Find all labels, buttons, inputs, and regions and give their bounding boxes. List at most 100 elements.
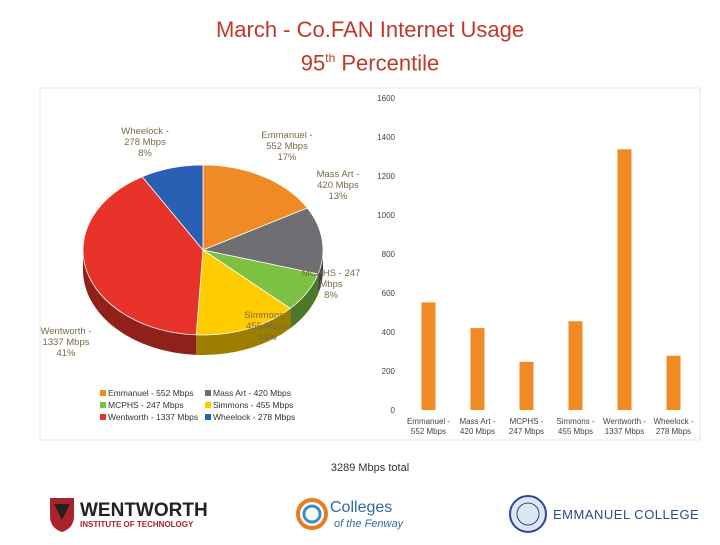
wentworth-logo-name: WENTWORTH (80, 500, 208, 521)
y-tick-label: 1200 (377, 172, 395, 181)
page-title: March - Co.FAN Internet Usage 95th Perce… (0, 16, 720, 77)
bar (421, 302, 436, 410)
x-tick-label-line: 278 Mbps (656, 427, 691, 436)
pie-label-line: 420 Mbps (317, 180, 359, 191)
emmanuel-logo: EMMANUEL COLLEGE (509, 495, 699, 533)
wentworth-logo: WENTWORTH INSTITUTE OF TECHNOLOGY (50, 498, 208, 532)
x-tick-label-line: Mass Art - (459, 417, 495, 426)
y-tick-label: 400 (382, 328, 396, 337)
emmanuel-seal-icon (509, 495, 547, 533)
legend-entry-mass: Mass Art - 420 Mbps (213, 388, 291, 398)
pie-label-mass: Mass Art -420 Mbps 13% (317, 169, 360, 202)
bar-chart: 0 200 400 600 800 1000 1200 1400 1600 Emmanuel -5… (377, 94, 694, 436)
x-tick-label-line: Emmanuel - (407, 417, 450, 426)
y-tick-label: 600 (382, 289, 396, 298)
pie-label-line: 14% (257, 332, 277, 343)
x-tick-label: MCPHS -247 Mbps (509, 417, 544, 436)
bar (519, 361, 534, 410)
y-tick-label: 1400 (377, 133, 395, 142)
emmanuel-logo-name: EMMANUEL COLLEGE (553, 507, 699, 522)
x-tick-label-line: 552 Mbps (411, 427, 446, 436)
fenway-logo-line2: of the Fenway (334, 518, 405, 530)
pie-label-line: Mass Art - (317, 169, 360, 180)
legend-entry-wentworth: Wentworth - 1337 Mbps (108, 412, 198, 422)
chart-frame (39, 87, 701, 441)
legend-entry-mcphs: MCPHS - 247 Mbps (108, 400, 184, 410)
legend-swatch-wheelock (205, 414, 211, 420)
title-line-2: 95th Percentile (0, 44, 720, 77)
y-tick-label: 1600 (377, 94, 395, 103)
x-tick-label: Emmanuel -552 Mbps (407, 417, 450, 436)
legend-swatch-wentworth (100, 414, 106, 420)
legend-entry-emmanuel: Emmanuel - 552 Mbps (108, 388, 194, 398)
x-tick-label: Wheelock -278 Mbps (653, 417, 693, 436)
pie-label-line: 13% (328, 191, 348, 202)
x-tick-label-line: Wheelock - (653, 417, 693, 426)
pie-label-line: Simmons - (244, 310, 289, 321)
pie-slice-wentworth (82, 176, 204, 336)
colleges-fenway-logo: Colleges of the Fenway (296, 498, 405, 530)
pie-chart (82, 164, 324, 355)
pie-label-line: 41% (56, 348, 76, 359)
pie-slice-emmanuel (202, 164, 309, 251)
logo-row: WENTWORTH INSTITUTE OF TECHNOLOGY Colleg… (0, 490, 720, 540)
bar (617, 149, 632, 410)
legend-swatch-emmanuel (100, 390, 106, 396)
pie-label-line: 455 Mbps (246, 321, 288, 332)
bar (470, 328, 485, 410)
pie-label-line: Emmanuel - (261, 130, 312, 141)
legend-entry-wheelock: Wheelock - 278 Mbps (213, 412, 295, 422)
pie-legend: Emmanuel - 552 Mbps Mass Art - 420 Mbps MC… (100, 388, 295, 422)
title-line-1: March - Co.FAN Internet Usage (215, 17, 525, 42)
pie-label-line: 278 Mbps (124, 137, 166, 148)
pie-labels: Emmanuel -552 Mbps 17%Mass Art -420 Mbps 1… (40, 126, 360, 359)
x-tick-label-line: Wentworth - (603, 417, 646, 426)
x-tick-label: Wentworth -1337 Mbps (603, 417, 646, 436)
legend-entry-simmons: Simmons - 455 Mbps (213, 400, 293, 410)
y-tick-label: 0 (391, 406, 396, 415)
total-usage-text: 3289 Mbps total (330, 462, 410, 474)
pie-label-line: MCPHS - 247 (302, 268, 361, 279)
x-tick-label-line: 420 Mbps (460, 427, 495, 436)
legend-swatch-mass (205, 390, 211, 396)
fenway-logo-line1: Colleges (330, 499, 392, 516)
pie-label-wheelock: Wheelock -278 Mbps 8% (121, 126, 169, 159)
bar (568, 321, 583, 410)
title-percentile-text: Percentile (335, 50, 440, 76)
x-tick-label-line: 455 Mbps (558, 427, 593, 436)
x-tick-label: Mass Art -420 Mbps (459, 417, 495, 436)
y-tick-label: 800 (382, 250, 396, 259)
legend-swatch-mcphs (100, 402, 106, 408)
y-tick-label: 1000 (377, 211, 395, 220)
fenway-swirl-icon (296, 498, 328, 530)
x-tick-label-line: Simmons - (556, 417, 595, 426)
pie-label-line: Wentworth - (40, 326, 91, 337)
pie-slice-wheelock (141, 164, 204, 252)
pie-label-line: 8% (324, 290, 338, 301)
pie-label-line: Wheelock - (121, 126, 169, 137)
pie-label-line: 17% (277, 152, 297, 163)
x-tick-label-line: MCPHS - (510, 417, 544, 426)
x-tick-label-line: 1337 Mbps (605, 427, 645, 436)
wentworth-logo-subtitle: INSTITUTE OF TECHNOLOGY (80, 520, 194, 529)
pie-label-wentworth: Wentworth -1337 Mbps 41% (40, 326, 91, 359)
pie-side-wentworth (83, 250, 197, 355)
bar (666, 355, 681, 410)
emmanuel-seal-ring (516, 502, 540, 526)
pie-label-line: 8% (138, 148, 152, 159)
fenway-swirl-inner-icon (302, 504, 322, 524)
pie-label-mcphs: MCPHS - 247 Mbps 8% (302, 268, 361, 301)
pie-side-simmons (196, 308, 291, 355)
x-tick-label: Simmons -455 Mbps (556, 417, 595, 436)
pie-slice-simmons (195, 249, 291, 336)
pie-side-mass (318, 250, 323, 294)
pie-slice-mass (201, 207, 324, 275)
legend-swatch-simmons (205, 402, 211, 408)
pie-label-emmanuel: Emmanuel -552 Mbps 17% (261, 130, 312, 163)
pie-label-simmons: Simmons -455 Mbps 14% (244, 310, 289, 343)
pie-label-line: 1337 Mbps (42, 337, 89, 348)
pie-label-line: 552 Mbps (266, 141, 308, 152)
title-percentile-suffix: th (325, 51, 336, 65)
y-tick-label: 200 (382, 367, 396, 376)
logo-strip: WENTWORTH INSTITUTE OF TECHNOLOGY Colleg… (50, 495, 699, 533)
